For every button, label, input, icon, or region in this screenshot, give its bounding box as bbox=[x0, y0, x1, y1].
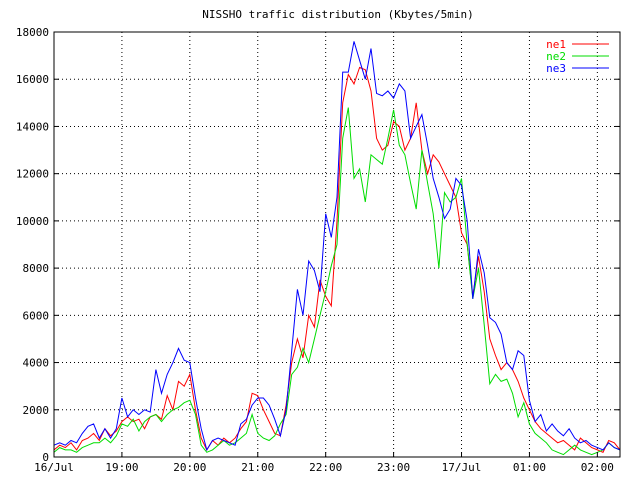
y-tick-label: 14000 bbox=[16, 120, 49, 133]
x-tick-label: 20:00 bbox=[173, 461, 206, 474]
series-line-ne2 bbox=[53, 107, 621, 456]
series-line-ne1 bbox=[53, 66, 621, 453]
series-line-ne3 bbox=[53, 41, 621, 452]
y-tick-label: 0 bbox=[42, 451, 49, 464]
grid-layer bbox=[54, 32, 620, 457]
x-tick-label: 21:00 bbox=[241, 461, 274, 474]
x-tick-label: 19:00 bbox=[105, 461, 138, 474]
x-tick-label: 22:00 bbox=[309, 461, 342, 474]
y-tick-label: 18000 bbox=[16, 26, 49, 39]
y-tick-label: 16000 bbox=[16, 73, 49, 86]
y-tick-label: 10000 bbox=[16, 215, 49, 228]
series-layer bbox=[53, 41, 621, 456]
x-tick-label: 17/Jul bbox=[442, 461, 482, 474]
y-tick-label: 12000 bbox=[16, 168, 49, 181]
legend-label-ne2: ne2 bbox=[546, 50, 566, 63]
x-axis: 16/Jul 19:00 20:00 21:00 22:00 23:00 17/Jul 01:… bbox=[34, 452, 614, 474]
legend-label-ne3: ne3 bbox=[546, 62, 566, 75]
plot-frame bbox=[53, 31, 621, 458]
x-tick-label: 23:00 bbox=[377, 461, 410, 474]
chart-title: NISSHO traffic distribution (Kbytes/5min… bbox=[202, 8, 474, 21]
y-tick-label: 8000 bbox=[23, 262, 50, 275]
y-tick-label: 2000 bbox=[23, 404, 50, 417]
legend-label-ne1: ne1 bbox=[546, 38, 566, 51]
y-tick-label: 6000 bbox=[23, 309, 50, 322]
x-tick-label: 16/Jul bbox=[34, 461, 74, 474]
y-axis: 0 2000 4000 6000 8000 10000 12000 14000 16000 180… bbox=[16, 26, 620, 464]
x-tick-label: 01:00 bbox=[513, 461, 546, 474]
y-tick-label: 4000 bbox=[23, 357, 50, 370]
x-tick-label: 02:00 bbox=[581, 461, 614, 474]
